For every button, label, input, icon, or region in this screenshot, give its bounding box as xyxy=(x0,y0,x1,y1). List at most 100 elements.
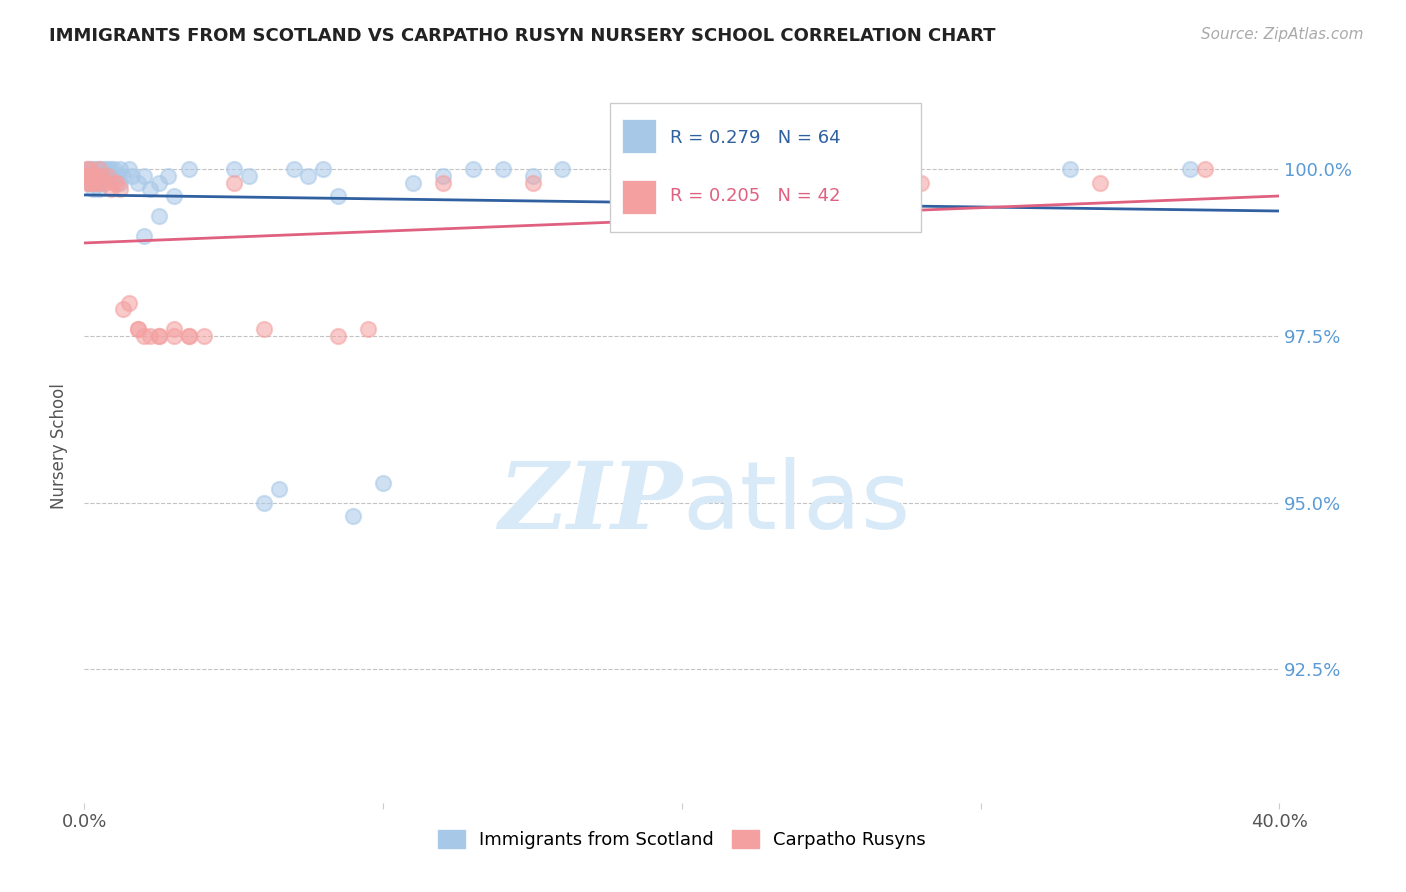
Point xyxy=(283,162,305,177)
Point xyxy=(551,162,574,177)
Point xyxy=(328,189,350,203)
Point xyxy=(79,162,101,177)
Point xyxy=(76,162,98,177)
Point xyxy=(86,162,108,177)
Point xyxy=(238,169,260,183)
Point xyxy=(328,329,350,343)
Point xyxy=(97,162,120,177)
Point xyxy=(626,162,648,177)
Point xyxy=(91,169,114,183)
Point xyxy=(139,329,162,343)
Point xyxy=(297,169,319,183)
Point xyxy=(820,162,842,177)
Point xyxy=(89,162,111,177)
FancyBboxPatch shape xyxy=(610,103,921,232)
Point xyxy=(148,329,170,343)
Point xyxy=(79,169,101,183)
Point xyxy=(86,169,108,183)
Point xyxy=(163,322,186,336)
Point xyxy=(97,169,120,183)
Point xyxy=(148,209,170,223)
Text: atlas: atlas xyxy=(682,457,910,549)
Point xyxy=(94,162,117,177)
Point xyxy=(1178,162,1201,177)
Point xyxy=(761,162,783,177)
FancyBboxPatch shape xyxy=(623,180,655,214)
Point xyxy=(103,169,125,183)
Point xyxy=(357,322,380,336)
Point xyxy=(177,162,200,177)
Point xyxy=(118,295,141,310)
Point xyxy=(89,176,111,190)
Point xyxy=(522,169,544,183)
Point xyxy=(89,182,111,196)
Point xyxy=(91,169,114,183)
Point xyxy=(121,169,143,183)
Point xyxy=(105,176,128,190)
Point xyxy=(127,322,149,336)
Point xyxy=(86,176,108,190)
Point xyxy=(132,169,156,183)
Point xyxy=(139,182,162,196)
Point xyxy=(342,509,364,524)
Point xyxy=(312,162,335,177)
Point xyxy=(79,176,101,190)
Point xyxy=(112,302,135,317)
Point xyxy=(82,176,104,190)
Point xyxy=(86,176,108,190)
Point xyxy=(910,176,932,190)
Point xyxy=(112,169,135,183)
Point xyxy=(91,162,114,177)
Y-axis label: Nursery School: Nursery School xyxy=(51,383,69,509)
Point xyxy=(82,169,104,183)
Point xyxy=(127,176,149,190)
Point xyxy=(432,169,454,183)
Point xyxy=(118,162,141,177)
Point xyxy=(100,162,122,177)
Point xyxy=(432,176,454,190)
Point xyxy=(82,176,104,190)
Point xyxy=(76,169,98,183)
Point xyxy=(373,475,395,490)
Point xyxy=(1090,176,1112,190)
Point xyxy=(492,162,515,177)
Point xyxy=(89,162,111,177)
Point xyxy=(148,176,170,190)
Point xyxy=(82,162,104,177)
Point xyxy=(76,176,98,190)
FancyBboxPatch shape xyxy=(623,120,655,153)
Point xyxy=(82,169,104,183)
Point xyxy=(671,176,693,190)
Point xyxy=(79,176,101,190)
Point xyxy=(110,176,132,190)
Point xyxy=(110,162,132,177)
Point xyxy=(253,322,276,336)
Point xyxy=(79,169,101,183)
Point xyxy=(89,169,111,183)
Point xyxy=(76,169,98,183)
Point xyxy=(100,169,122,183)
Point xyxy=(110,182,132,196)
Point xyxy=(157,169,180,183)
Point xyxy=(89,176,111,190)
Point xyxy=(253,496,276,510)
Point xyxy=(461,162,484,177)
Text: Source: ZipAtlas.com: Source: ZipAtlas.com xyxy=(1201,27,1364,42)
Point xyxy=(132,228,156,243)
Point xyxy=(105,169,128,183)
Point xyxy=(148,329,170,343)
Point xyxy=(132,329,156,343)
Point xyxy=(79,162,101,177)
Point xyxy=(97,169,120,183)
Text: IMMIGRANTS FROM SCOTLAND VS CARPATHO RUSYN NURSERY SCHOOL CORRELATION CHART: IMMIGRANTS FROM SCOTLAND VS CARPATHO RUS… xyxy=(49,27,995,45)
Legend: Immigrants from Scotland, Carpatho Rusyns: Immigrants from Scotland, Carpatho Rusyn… xyxy=(429,821,935,858)
Point xyxy=(163,329,186,343)
Point xyxy=(100,182,122,196)
Point xyxy=(402,176,425,190)
Point xyxy=(522,176,544,190)
Point xyxy=(193,329,215,343)
Point xyxy=(267,483,290,497)
Point xyxy=(94,176,117,190)
Text: ZIP: ZIP xyxy=(498,458,682,548)
Point xyxy=(163,189,186,203)
